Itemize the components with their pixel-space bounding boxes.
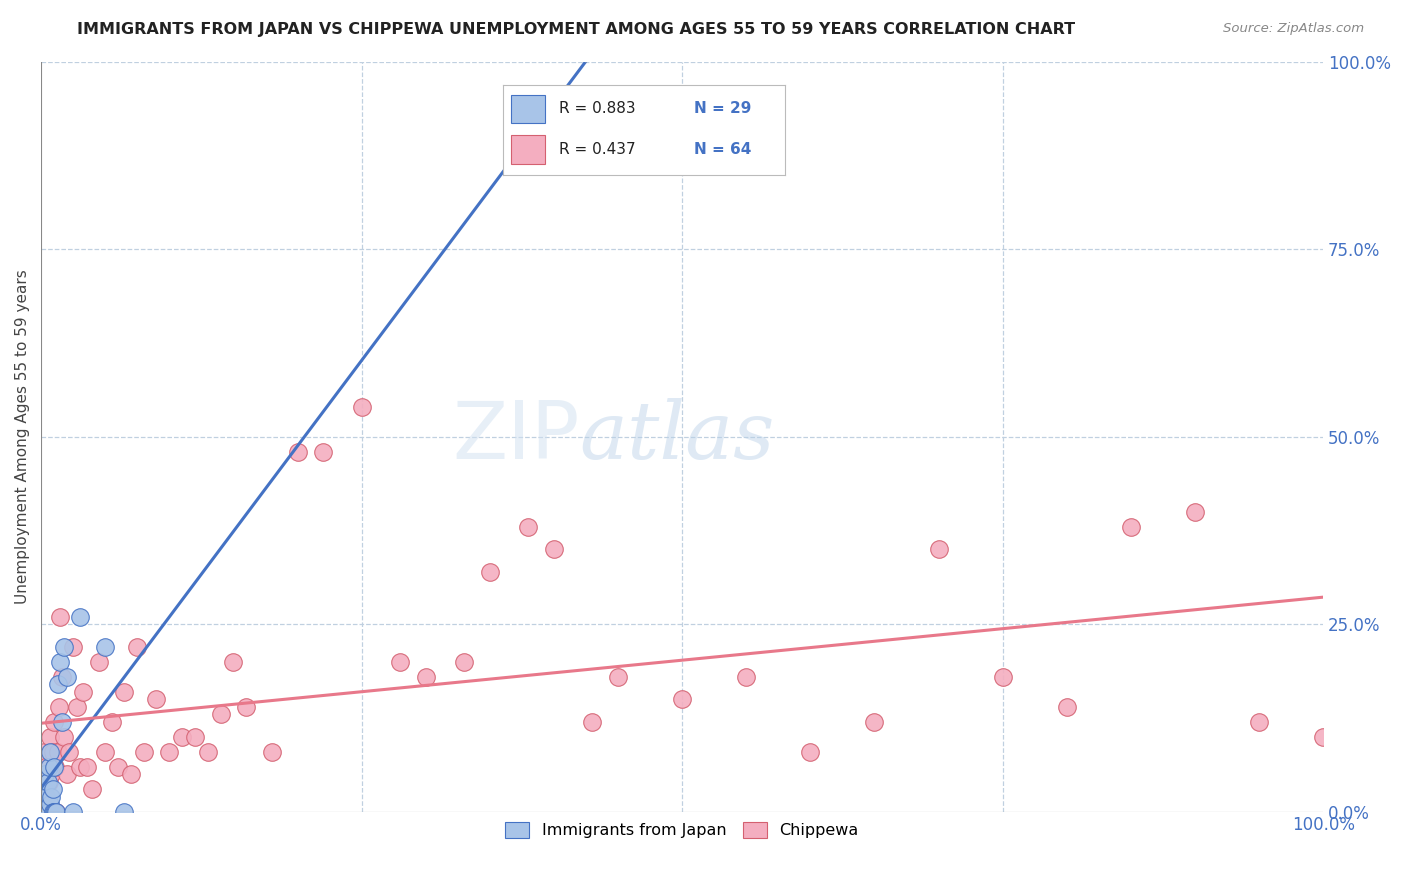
Text: Source: ZipAtlas.com: Source: ZipAtlas.com bbox=[1223, 22, 1364, 36]
Point bbox=[32, 805, 55, 819]
Point bbox=[35, 805, 58, 819]
Point bbox=[49, 609, 72, 624]
Point bbox=[45, 805, 67, 819]
Point bbox=[58, 745, 80, 759]
Point bbox=[42, 759, 65, 773]
Point bbox=[41, 745, 63, 759]
Point bbox=[69, 609, 91, 624]
Point bbox=[114, 684, 136, 698]
Point bbox=[132, 745, 155, 759]
Point bbox=[799, 745, 821, 759]
Point bbox=[66, 699, 89, 714]
Point bbox=[69, 759, 91, 773]
Point bbox=[38, 774, 60, 789]
Point bbox=[145, 692, 167, 706]
Point bbox=[350, 400, 373, 414]
Point bbox=[41, 767, 63, 781]
Point bbox=[51, 670, 73, 684]
Point bbox=[39, 730, 62, 744]
Point bbox=[235, 699, 257, 714]
Point bbox=[55, 670, 77, 684]
Point bbox=[42, 714, 65, 729]
Point bbox=[260, 745, 283, 759]
Point bbox=[46, 745, 69, 759]
Point bbox=[44, 759, 66, 773]
Point bbox=[87, 655, 110, 669]
Point bbox=[38, 759, 60, 773]
Point bbox=[517, 520, 540, 534]
Point bbox=[478, 565, 501, 579]
Point bbox=[1119, 520, 1142, 534]
Point bbox=[46, 677, 69, 691]
Point bbox=[94, 640, 117, 654]
Point bbox=[39, 797, 62, 811]
Point bbox=[100, 714, 122, 729]
Point bbox=[37, 805, 59, 819]
Point bbox=[581, 714, 603, 729]
Point bbox=[38, 805, 60, 819]
Point bbox=[34, 759, 56, 773]
Text: atlas: atlas bbox=[579, 398, 775, 475]
Point bbox=[32, 745, 55, 759]
Point bbox=[114, 805, 136, 819]
Point bbox=[35, 789, 58, 804]
Point bbox=[62, 805, 84, 819]
Point bbox=[51, 714, 73, 729]
Point bbox=[48, 699, 70, 714]
Point bbox=[82, 782, 104, 797]
Point bbox=[389, 655, 412, 669]
Point bbox=[1247, 714, 1270, 729]
Point bbox=[41, 789, 63, 804]
Point bbox=[32, 782, 55, 797]
Point bbox=[287, 445, 309, 459]
Point bbox=[39, 745, 62, 759]
Point bbox=[1184, 505, 1206, 519]
Point bbox=[312, 445, 335, 459]
Point bbox=[735, 670, 758, 684]
Point bbox=[453, 655, 475, 669]
Point bbox=[1312, 730, 1334, 744]
Point bbox=[157, 745, 180, 759]
Point bbox=[127, 640, 149, 654]
Point bbox=[34, 805, 56, 819]
Point bbox=[72, 684, 94, 698]
Y-axis label: Unemployment Among Ages 55 to 59 years: Unemployment Among Ages 55 to 59 years bbox=[15, 269, 30, 604]
Point bbox=[928, 542, 950, 557]
Point bbox=[44, 805, 66, 819]
Point bbox=[53, 640, 76, 654]
Point bbox=[863, 714, 886, 729]
Point bbox=[49, 655, 72, 669]
Point bbox=[37, 774, 59, 789]
Legend: Immigrants from Japan, Chippewa: Immigrants from Japan, Chippewa bbox=[499, 816, 865, 845]
Point bbox=[53, 730, 76, 744]
Point bbox=[94, 745, 117, 759]
Point bbox=[35, 789, 58, 804]
Point bbox=[41, 782, 63, 797]
Point bbox=[42, 805, 65, 819]
Point bbox=[76, 759, 98, 773]
Point bbox=[31, 805, 53, 819]
Point bbox=[991, 670, 1014, 684]
Text: ZIP: ZIP bbox=[453, 398, 579, 475]
Point bbox=[120, 767, 142, 781]
Point bbox=[172, 730, 194, 744]
Point bbox=[415, 670, 437, 684]
Point bbox=[184, 730, 207, 744]
Point bbox=[1056, 699, 1078, 714]
Point bbox=[543, 542, 565, 557]
Point bbox=[45, 805, 67, 819]
Point bbox=[671, 692, 693, 706]
Point bbox=[197, 745, 219, 759]
Point bbox=[62, 640, 84, 654]
Point bbox=[34, 767, 56, 781]
Point bbox=[607, 670, 630, 684]
Point bbox=[107, 759, 129, 773]
Point bbox=[222, 655, 245, 669]
Point bbox=[209, 707, 232, 722]
Point bbox=[55, 767, 77, 781]
Point bbox=[37, 805, 59, 819]
Point bbox=[31, 767, 53, 781]
Point bbox=[41, 805, 63, 819]
Text: IMMIGRANTS FROM JAPAN VS CHIPPEWA UNEMPLOYMENT AMONG AGES 55 TO 59 YEARS CORRELA: IMMIGRANTS FROM JAPAN VS CHIPPEWA UNEMPL… bbox=[77, 22, 1076, 37]
